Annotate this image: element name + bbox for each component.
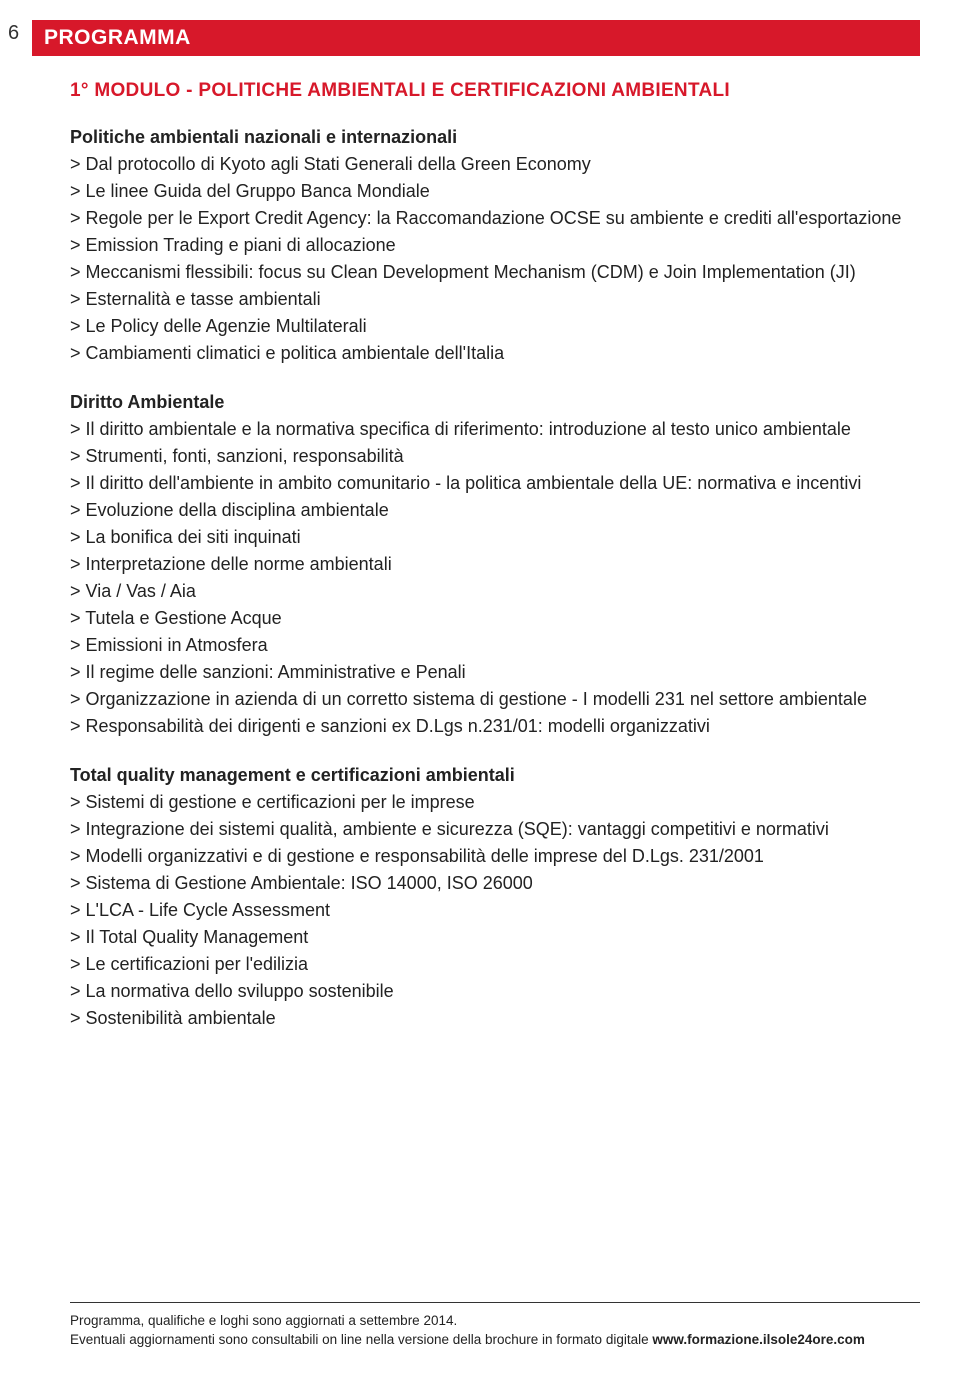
- list-item: > Il diritto dell'ambiente in ambito com…: [70, 470, 920, 497]
- footer-line-2: Eventuali aggiornamenti sono consultabil…: [70, 1330, 920, 1350]
- list-item: > Cambiamenti climatici e politica ambie…: [70, 340, 920, 367]
- list-item: > Le certificazioni per l'edilizia: [70, 951, 920, 978]
- list-item: > Emissioni in Atmosfera: [70, 632, 920, 659]
- list-item: > Sistema di Gestione Ambientale: ISO 14…: [70, 870, 920, 897]
- list-item: > Regole per le Export Credit Agency: la…: [70, 205, 920, 232]
- footer: Programma, qualifiche e loghi sono aggio…: [70, 1302, 920, 1350]
- list-item: > Dal protocollo di Kyoto agli Stati Gen…: [70, 151, 920, 178]
- list-item: > Il regime delle sanzioni: Amministrati…: [70, 659, 920, 686]
- list-item: > L'LCA - Life Cycle Assessment: [70, 897, 920, 924]
- module-title: 1° MODULO - POLITICHE AMBIENTALI E CERTI…: [70, 80, 920, 102]
- list-item: > Strumenti, fonti, sanzioni, responsabi…: [70, 443, 920, 470]
- page-number: 6: [8, 22, 19, 45]
- list-item: > Sistemi di gestione e certificazioni p…: [70, 789, 920, 816]
- section-heading: Diritto Ambientale: [70, 389, 920, 416]
- list-item: > Tutela e Gestione Acque: [70, 605, 920, 632]
- list-item: > Modelli organizzativi e di gestione e …: [70, 843, 920, 870]
- footer-text: Eventuali aggiornamenti sono consultabil…: [70, 1332, 652, 1347]
- section-3: Total quality management e certificazion…: [70, 762, 920, 1032]
- section-2: Diritto Ambientale > Il diritto ambienta…: [70, 389, 920, 740]
- list-item: > Responsabilità dei dirigenti e sanzion…: [70, 713, 920, 740]
- header-bar: PROGRAMMA: [32, 20, 920, 56]
- list-item: > Interpretazione delle norme ambientali: [70, 551, 920, 578]
- list-item: > La normativa dello sviluppo sostenibil…: [70, 978, 920, 1005]
- list-item: > Meccanismi flessibili: focus su Clean …: [70, 259, 920, 286]
- footer-line-1: Programma, qualifiche e loghi sono aggio…: [70, 1311, 920, 1331]
- list-item: > Le linee Guida del Gruppo Banca Mondia…: [70, 178, 920, 205]
- list-item: > Integrazione dei sistemi qualità, ambi…: [70, 816, 920, 843]
- footer-link: www.formazione.ilsole24ore.com: [652, 1332, 865, 1347]
- list-item: > Sostenibilità ambientale: [70, 1005, 920, 1032]
- list-item: > Le Policy delle Agenzie Multilaterali: [70, 313, 920, 340]
- section-heading: Politiche ambientali nazionali e interna…: [70, 124, 920, 151]
- section-1: Politiche ambientali nazionali e interna…: [70, 124, 920, 367]
- list-item: > Il diritto ambientale e la normativa s…: [70, 416, 920, 443]
- section-heading: Total quality management e certificazion…: [70, 762, 920, 789]
- list-item: > Organizzazione in azienda di un corret…: [70, 686, 920, 713]
- list-item: > La bonifica dei siti inquinati: [70, 524, 920, 551]
- list-item: > Il Total Quality Management: [70, 924, 920, 951]
- list-item: > Evoluzione della disciplina ambientale: [70, 497, 920, 524]
- list-item: > Esternalità e tasse ambientali: [70, 286, 920, 313]
- list-item: > Via / Vas / Aia: [70, 578, 920, 605]
- content-area: 1° MODULO - POLITICHE AMBIENTALI E CERTI…: [70, 80, 920, 1054]
- list-item: > Emission Trading e piani di allocazion…: [70, 232, 920, 259]
